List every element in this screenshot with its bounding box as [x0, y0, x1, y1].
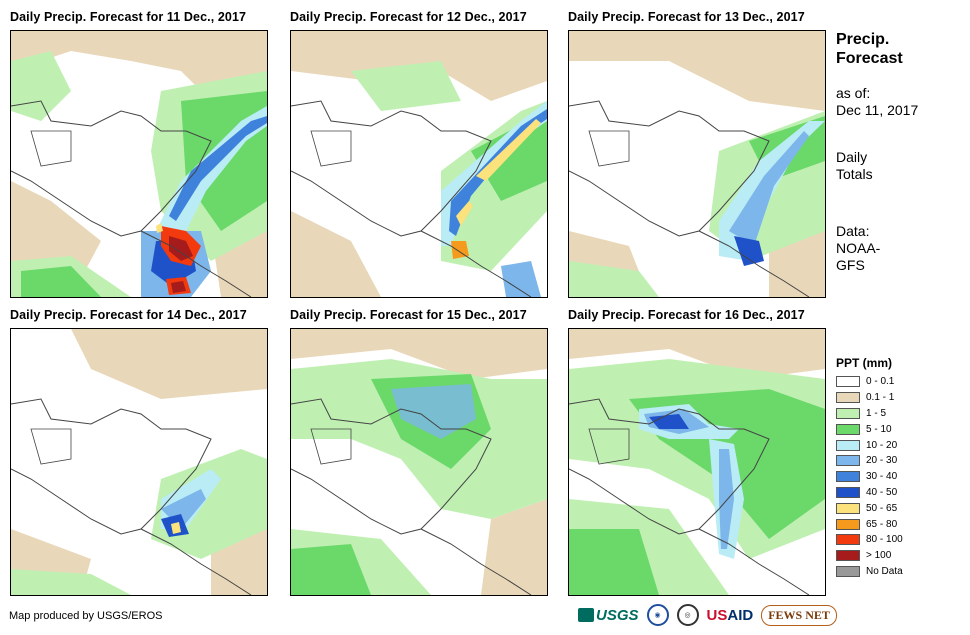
data-source2: GFS: [836, 257, 865, 273]
nasa-logo: ◎: [676, 604, 699, 626]
legend-label: 5 - 10: [866, 423, 892, 435]
legend-item: > 100: [836, 548, 966, 564]
legend-swatch: [836, 439, 860, 451]
panel-title: Daily Precip. Forecast for 16 Dec., 2017: [568, 308, 805, 322]
forecast-info: Precip. Forecast as of: Dec 11, 2017 Dai…: [836, 30, 966, 274]
legend-item: 40 - 50: [836, 485, 966, 501]
legend-swatch: [836, 455, 860, 467]
legend-label: 30 - 40: [866, 471, 898, 483]
precip-map: [10, 30, 268, 298]
legend-item: 30 - 40: [836, 469, 966, 485]
legend-label: 80 - 100: [866, 534, 903, 546]
legend-item: 10 - 20: [836, 437, 966, 453]
daily-line2: Totals: [836, 166, 873, 182]
precip-map: [290, 30, 548, 298]
precip-map: [10, 328, 268, 596]
legend-label: 0.1 - 1: [866, 392, 895, 404]
precip-map: [290, 328, 548, 596]
legend-item: No Data: [836, 564, 966, 580]
legend-item: 5 - 10: [836, 421, 966, 437]
legend-swatch: [836, 407, 860, 419]
legend-item: 80 - 100: [836, 532, 966, 548]
ppt-legend: PPT (mm) 0 - 0.1 0.1 - 1 1 - 5 5 - 10 10 - 2…: [836, 356, 966, 579]
usgs-logo: USGS: [578, 607, 639, 624]
legend-swatch: [836, 518, 860, 530]
map-credit: Map produced by USGS/EROS: [9, 610, 163, 622]
legend-label: 65 - 80: [866, 518, 898, 530]
legend-swatch: [836, 376, 860, 388]
precip-map: [568, 30, 826, 298]
legend-swatch: [836, 502, 860, 514]
precip-map: [568, 328, 826, 596]
asof-label: as of:: [836, 85, 871, 101]
panel-title: Daily Precip. Forecast for 14 Dec., 2017: [10, 308, 247, 322]
legend-item: 1 - 5: [836, 406, 966, 422]
legend-item: 20 - 30: [836, 453, 966, 469]
asof-date: Dec 11, 2017: [836, 102, 919, 118]
agency-logos: USGS ◉ ◎ USAID FEWS NET: [578, 600, 837, 630]
legend-title: PPT (mm): [836, 356, 893, 370]
panel-title: Daily Precip. Forecast for 11 Dec., 2017: [10, 10, 247, 24]
legend-swatch: [836, 423, 860, 435]
legend-label: 40 - 50: [866, 486, 898, 498]
fews-net-logo: FEWS NET: [761, 604, 837, 626]
legend-label: 50 - 65: [866, 502, 898, 514]
legend-swatch: [836, 565, 860, 577]
legend-swatch: [836, 392, 860, 404]
heading-line2: Forecast: [836, 50, 903, 67]
usaid-logo: USAID: [706, 606, 754, 624]
legend-swatch: [836, 471, 860, 483]
legend-swatch: [836, 486, 860, 498]
legend-label: 0 - 0.1: [866, 376, 895, 388]
legend-item: 50 - 65: [836, 500, 966, 516]
legend-label: No Data: [866, 565, 903, 577]
daily-line1: Daily: [836, 149, 868, 165]
panel-title: Daily Precip. Forecast for 12 Dec., 2017: [290, 10, 527, 24]
data-label: Data:: [836, 223, 870, 239]
legend-label: > 100: [866, 550, 892, 562]
legend-item: 65 - 80: [836, 516, 966, 532]
legend-label: 10 - 20: [866, 439, 898, 451]
heading-line1: Precip.: [836, 31, 890, 48]
legend-label: 1 - 5: [866, 407, 887, 419]
legend-swatch: [836, 534, 860, 546]
legend-swatch: [836, 550, 860, 562]
legend-item: 0.1 - 1: [836, 390, 966, 406]
data-source1: NOAA-: [836, 240, 881, 256]
legend-item: 0 - 0.1: [836, 374, 966, 390]
panel-title: Daily Precip. Forecast for 15 Dec., 2017: [290, 308, 527, 322]
legend-label: 20 - 30: [866, 455, 898, 467]
panel-title: Daily Precip. Forecast for 13 Dec., 2017: [568, 10, 805, 24]
noaa-logo: ◉: [646, 604, 669, 626]
